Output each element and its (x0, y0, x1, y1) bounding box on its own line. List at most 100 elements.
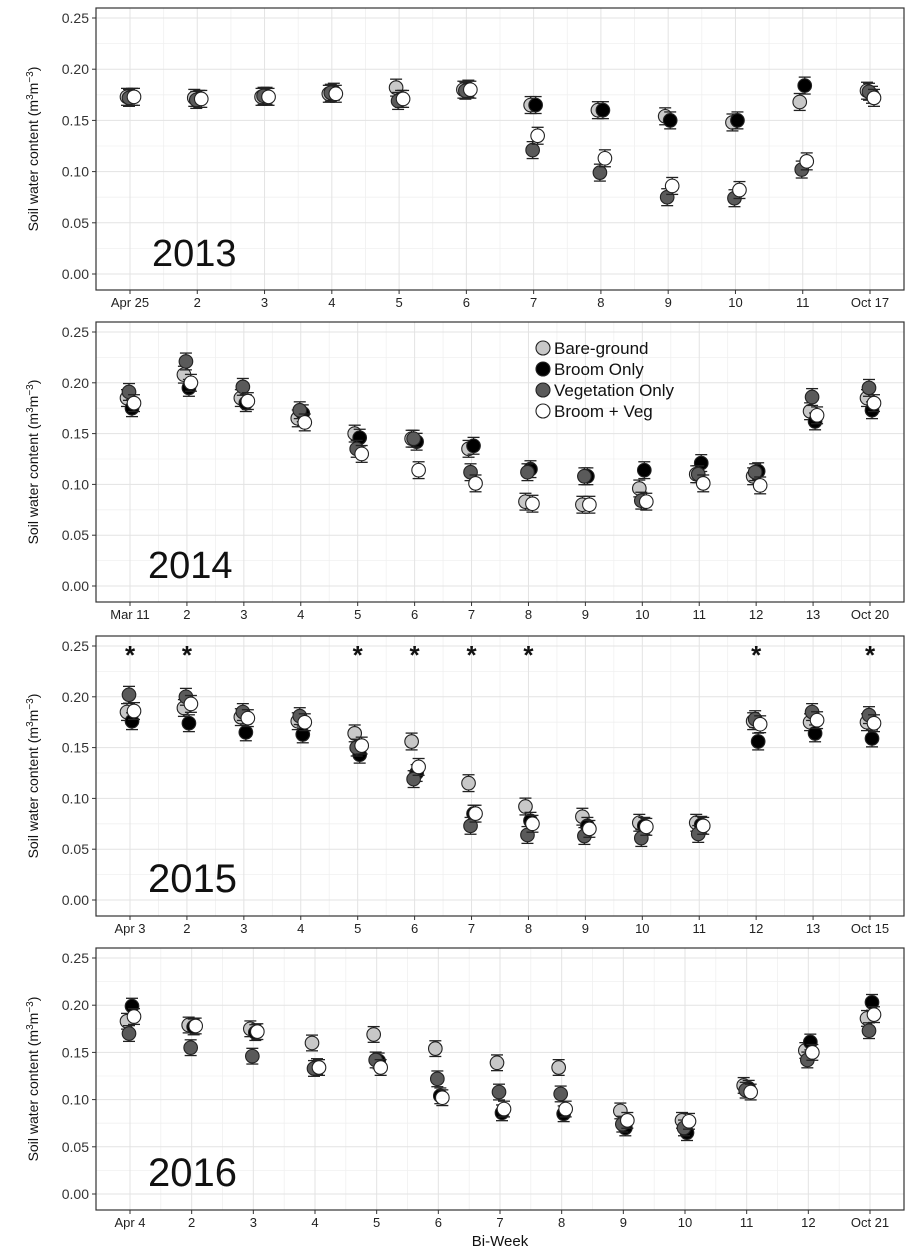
y-tick-label: 0.10 (62, 1092, 89, 1108)
x-tick-label: 13 (806, 607, 820, 622)
data-point-bv (188, 1018, 204, 1034)
series-bv (126, 1006, 882, 1130)
series-bv (126, 694, 882, 838)
data-point-bv (240, 393, 256, 409)
data-point-bv (681, 1113, 697, 1129)
data-point-bv (297, 714, 313, 730)
y-tick-label: 0.20 (62, 997, 89, 1013)
data-point-bv (249, 1024, 265, 1039)
data-point-bv (354, 446, 370, 462)
significance-marker: * (182, 640, 193, 670)
data-point-bare (461, 775, 476, 791)
x-tick-label: 5 (354, 607, 361, 622)
data-point-bv (752, 716, 768, 732)
data-point-bv (866, 395, 882, 411)
data-point-bv (183, 696, 199, 712)
y-axis-title: Soil water content (m3m−3) (25, 997, 41, 1162)
panel-border (95, 635, 905, 917)
legend-key-broom (535, 361, 551, 377)
data-point-bare (427, 1041, 443, 1056)
x-tick-label: 2 (188, 1215, 195, 1230)
data-point-bv (597, 150, 613, 166)
legend-key-bare (535, 340, 551, 356)
data-point-veg (235, 379, 251, 395)
data-point-broom (730, 113, 745, 128)
significance-marker: * (751, 640, 762, 670)
x-tick-label: Oct 15 (851, 921, 889, 936)
data-point-bv (743, 1084, 759, 1100)
legend-label: Bare-ground (554, 339, 649, 358)
data-point-bv (695, 476, 711, 491)
x-tick-label: 11 (692, 921, 706, 936)
y-tick-label: 0.00 (62, 266, 89, 282)
data-point-broom (636, 462, 652, 478)
data-point-veg (244, 1048, 260, 1064)
x-tick-label: 5 (373, 1215, 380, 1230)
legend-label: Broom Only (554, 360, 644, 379)
x-tick-label: Oct 20 (851, 607, 889, 622)
x-tick-label: Oct 21 (851, 1215, 889, 1230)
data-point-veg (525, 142, 540, 158)
data-point-bv (732, 182, 747, 198)
x-tick-label: 12 (749, 607, 763, 622)
x-tick-label: 7 (468, 921, 475, 936)
data-point-veg (861, 380, 877, 396)
significance-marker: * (466, 640, 477, 670)
data-point-bv (126, 89, 142, 105)
data-point-bv (354, 738, 370, 753)
data-point-veg (178, 354, 194, 369)
x-tick-label: 8 (525, 607, 532, 622)
data-point-veg (183, 1040, 199, 1056)
year-label: 2016 (148, 1151, 237, 1195)
panel-border (95, 947, 905, 1211)
data-point-bv (582, 497, 597, 513)
data-point-bare (489, 1055, 505, 1071)
data-point-bv (297, 415, 313, 430)
panel-2014: 0.00 0.05 0.10 0.15 0.20 0.25 Mar 11 2 3 4 5 6 7 8 9 10… (25, 321, 905, 622)
x-tick-label: 2 (183, 921, 190, 936)
year-label: 2015 (148, 857, 237, 901)
data-point-veg (553, 1086, 569, 1102)
x-tick-label: Apr 3 (114, 921, 145, 936)
data-point-bv (866, 715, 882, 731)
data-point-bv (126, 1009, 142, 1024)
x-tick-label: 8 (558, 1215, 565, 1230)
x-tick-label: 6 (435, 1215, 442, 1230)
series-bv (126, 80, 882, 200)
legend-key-bv (535, 403, 551, 419)
x-tick-label: 13 (806, 921, 820, 936)
data-point-bv (373, 1060, 389, 1075)
data-point-bare (347, 726, 363, 741)
panel-2015: 0.00 0.05 0.10 0.15 0.20 0.25 Apr 3 2 3 4 5 6 7 8 9 10 1… (25, 635, 905, 936)
x-tick-label: 11 (692, 607, 706, 622)
legend-label: Broom + Veg (554, 402, 653, 421)
y-tick-label: 0.10 (62, 790, 89, 806)
data-point-veg (121, 687, 137, 703)
significance-marker: * (523, 640, 534, 670)
x-tick-label: 4 (328, 295, 335, 310)
y-tick-label: 0.25 (62, 950, 89, 966)
data-point-bv (183, 375, 199, 391)
y-tick-label: 0.20 (62, 375, 89, 391)
legend-label: Vegetation Only (554, 381, 675, 400)
data-point-bv (799, 154, 815, 169)
data-point-bv (582, 821, 597, 837)
y-axis-title: Soil water content (m3m−3) (25, 380, 41, 545)
data-point-bv (126, 395, 142, 411)
significance-marker: * (865, 640, 876, 670)
panel-2016: 0.00 0.05 0.10 0.15 0.20 0.25 Apr 4 2 3 4 5 6 7 8 9 10 1… (25, 947, 905, 1230)
data-point-bv (866, 90, 882, 106)
data-point-bare (518, 799, 533, 814)
y-tick-label: 0.25 (62, 10, 89, 26)
data-point-bv (866, 1007, 882, 1022)
data-point-bv (496, 1101, 512, 1117)
x-tick-label: 6 (411, 607, 418, 622)
data-point-veg (592, 165, 608, 180)
data-point-veg (429, 1071, 445, 1087)
significance-marker: * (125, 640, 136, 670)
data-point-bv (664, 178, 680, 194)
y-tick-label: 0.15 (62, 426, 89, 442)
year-label: 2013 (152, 233, 237, 275)
data-point-bare (366, 1027, 382, 1042)
data-point-bare (792, 94, 808, 110)
